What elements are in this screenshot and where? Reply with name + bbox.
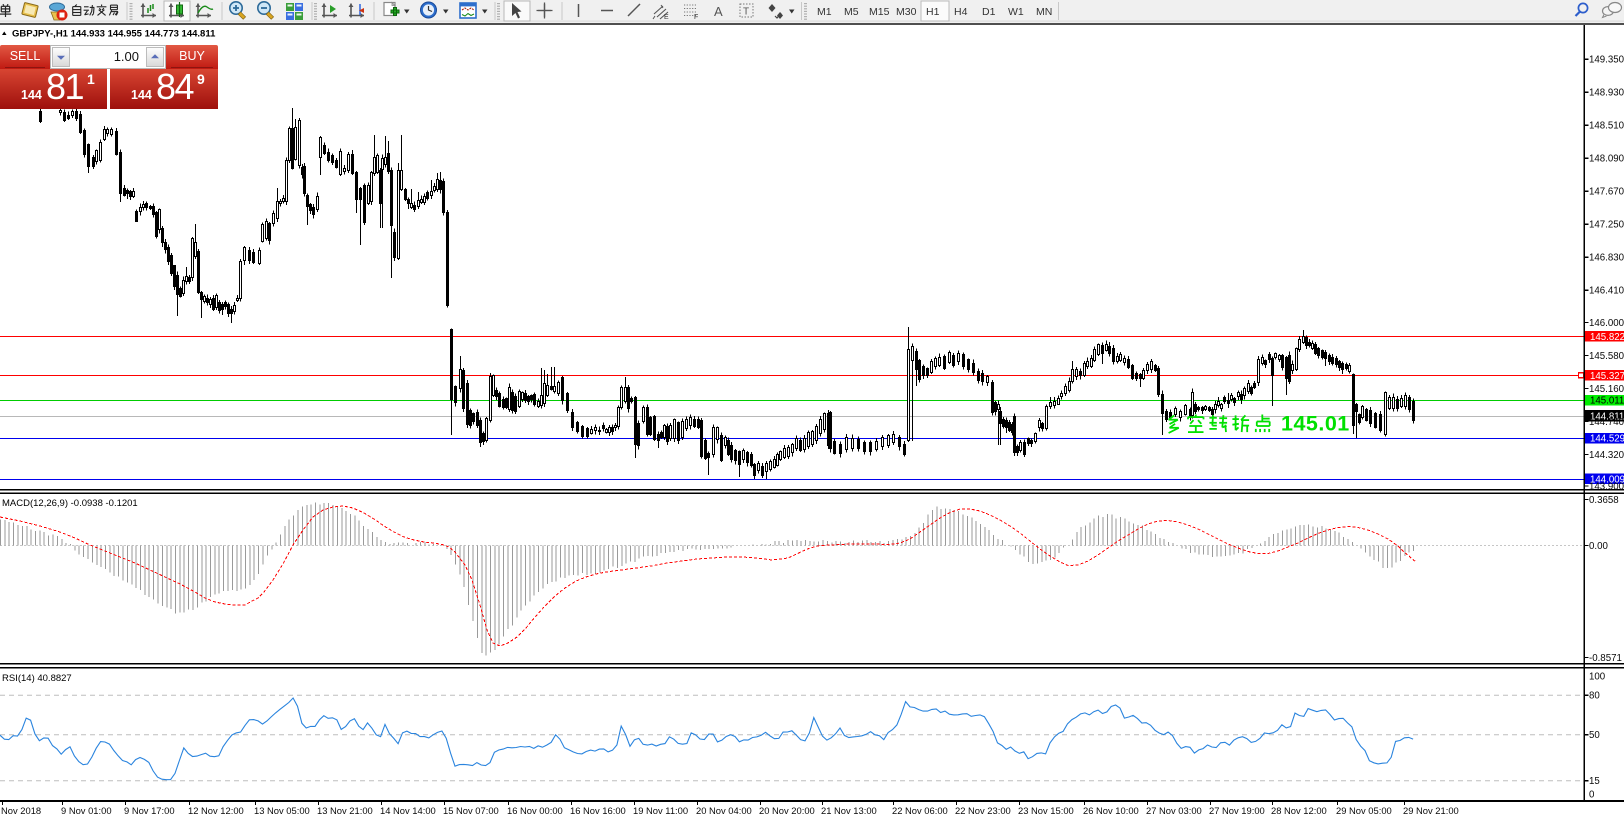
svg-text:144.740: 144.740 (1589, 417, 1624, 428)
svg-text:13 Nov 21:00: 13 Nov 21:00 (317, 805, 373, 816)
svg-text:145.01: 145.01 (1281, 412, 1350, 436)
svg-text:27 Nov 03:00: 27 Nov 03:00 (1146, 805, 1202, 816)
svg-text:28 Nov 12:00: 28 Nov 12:00 (1271, 805, 1327, 816)
svg-text:20 Nov 04:00: 20 Nov 04:00 (696, 805, 752, 816)
svg-text:144.320: 144.320 (1589, 450, 1624, 461)
svg-text:147.670: 147.670 (1589, 187, 1624, 198)
svg-text:15: 15 (1589, 776, 1600, 787)
svg-text:146.830: 146.830 (1589, 253, 1624, 264)
svg-text:A: A (714, 4, 723, 19)
svg-text:MN: MN (1036, 6, 1052, 18)
svg-text:9 Nov 17:00: 9 Nov 17:00 (124, 805, 175, 816)
svg-text:M5: M5 (844, 6, 859, 18)
svg-text:100: 100 (1589, 671, 1606, 682)
svg-text:145.822: 145.822 (1590, 332, 1624, 343)
svg-text:M1: M1 (817, 6, 832, 18)
svg-text:0.3658: 0.3658 (1589, 495, 1619, 506)
svg-text:143.900: 143.900 (1589, 482, 1624, 493)
svg-text:29 Nov 21:00: 29 Nov 21:00 (1403, 805, 1459, 816)
svg-text:-0.8571: -0.8571 (1589, 653, 1622, 664)
svg-text:80: 80 (1589, 691, 1600, 702)
svg-text:144.811: 144.811 (1590, 411, 1624, 422)
svg-text:144.009: 144.009 (1590, 474, 1624, 485)
svg-text:F: F (694, 14, 698, 21)
svg-text:27 Nov 19:00: 27 Nov 19:00 (1209, 805, 1265, 816)
svg-text:GBPJPY-,H1 144.933 144.955 14: GBPJPY-,H1 144.933 144.955 144.773 144.8… (12, 29, 216, 40)
svg-text:145.011: 145.011 (1590, 396, 1624, 407)
svg-text:23 Nov 15:00: 23 Nov 15:00 (1018, 805, 1074, 816)
svg-text:146.410: 146.410 (1589, 286, 1624, 297)
svg-text:RSI(14) 40.8827: RSI(14) 40.8827 (2, 673, 72, 684)
svg-text:14 Nov 14:00: 14 Nov 14:00 (380, 805, 436, 816)
svg-text:0: 0 (1589, 789, 1595, 800)
svg-text:22 Nov 06:00: 22 Nov 06:00 (892, 805, 948, 816)
svg-text:15 Nov 07:00: 15 Nov 07:00 (443, 805, 499, 816)
svg-text:144.529: 144.529 (1590, 434, 1624, 445)
svg-text:21 Nov 13:00: 21 Nov 13:00 (821, 805, 877, 816)
svg-text:0.00: 0.00 (1589, 541, 1608, 552)
svg-text:148.510: 148.510 (1589, 121, 1624, 132)
svg-text:145.327: 145.327 (1590, 371, 1624, 382)
svg-text:16 Nov 16:00: 16 Nov 16:00 (570, 805, 626, 816)
svg-text:D1: D1 (982, 6, 996, 18)
svg-text:147.250: 147.250 (1589, 220, 1624, 231)
svg-text:9 Nov 01:00: 9 Nov 01:00 (61, 805, 112, 816)
svg-text:149.350: 149.350 (1589, 55, 1624, 66)
svg-text:19 Nov 11:00: 19 Nov 11:00 (633, 805, 688, 816)
svg-text:20 Nov 20:00: 20 Nov 20:00 (759, 805, 815, 816)
svg-text:MACD(12,26,9) -0.0938 -0.1201: MACD(12,26,9) -0.0938 -0.1201 (2, 498, 138, 509)
svg-text:T: T (743, 7, 749, 18)
svg-text:148.930: 148.930 (1589, 88, 1624, 99)
svg-text:E: E (664, 14, 669, 21)
svg-text:13 Nov 05:00: 13 Nov 05:00 (254, 805, 310, 816)
svg-text:50: 50 (1589, 730, 1600, 741)
svg-text:Nov 2018: Nov 2018 (1, 805, 41, 816)
svg-text:16 Nov 00:00: 16 Nov 00:00 (507, 805, 563, 816)
svg-text:22 Nov 23:00: 22 Nov 23:00 (955, 805, 1011, 816)
svg-text:H1: H1 (926, 6, 940, 18)
svg-text:H4: H4 (954, 6, 968, 18)
svg-text:W1: W1 (1008, 6, 1024, 18)
svg-text:145.580: 145.580 (1589, 351, 1624, 362)
svg-text:146.000: 146.000 (1589, 318, 1624, 329)
svg-text:M30: M30 (896, 6, 917, 18)
svg-text:26 Nov 10:00: 26 Nov 10:00 (1083, 805, 1139, 816)
svg-text:145.160: 145.160 (1589, 384, 1624, 395)
svg-text:29 Nov 05:00: 29 Nov 05:00 (1336, 805, 1392, 816)
svg-text:12 Nov 12:00: 12 Nov 12:00 (188, 805, 244, 816)
svg-text:M15: M15 (869, 6, 890, 18)
svg-text:148.090: 148.090 (1589, 154, 1624, 165)
